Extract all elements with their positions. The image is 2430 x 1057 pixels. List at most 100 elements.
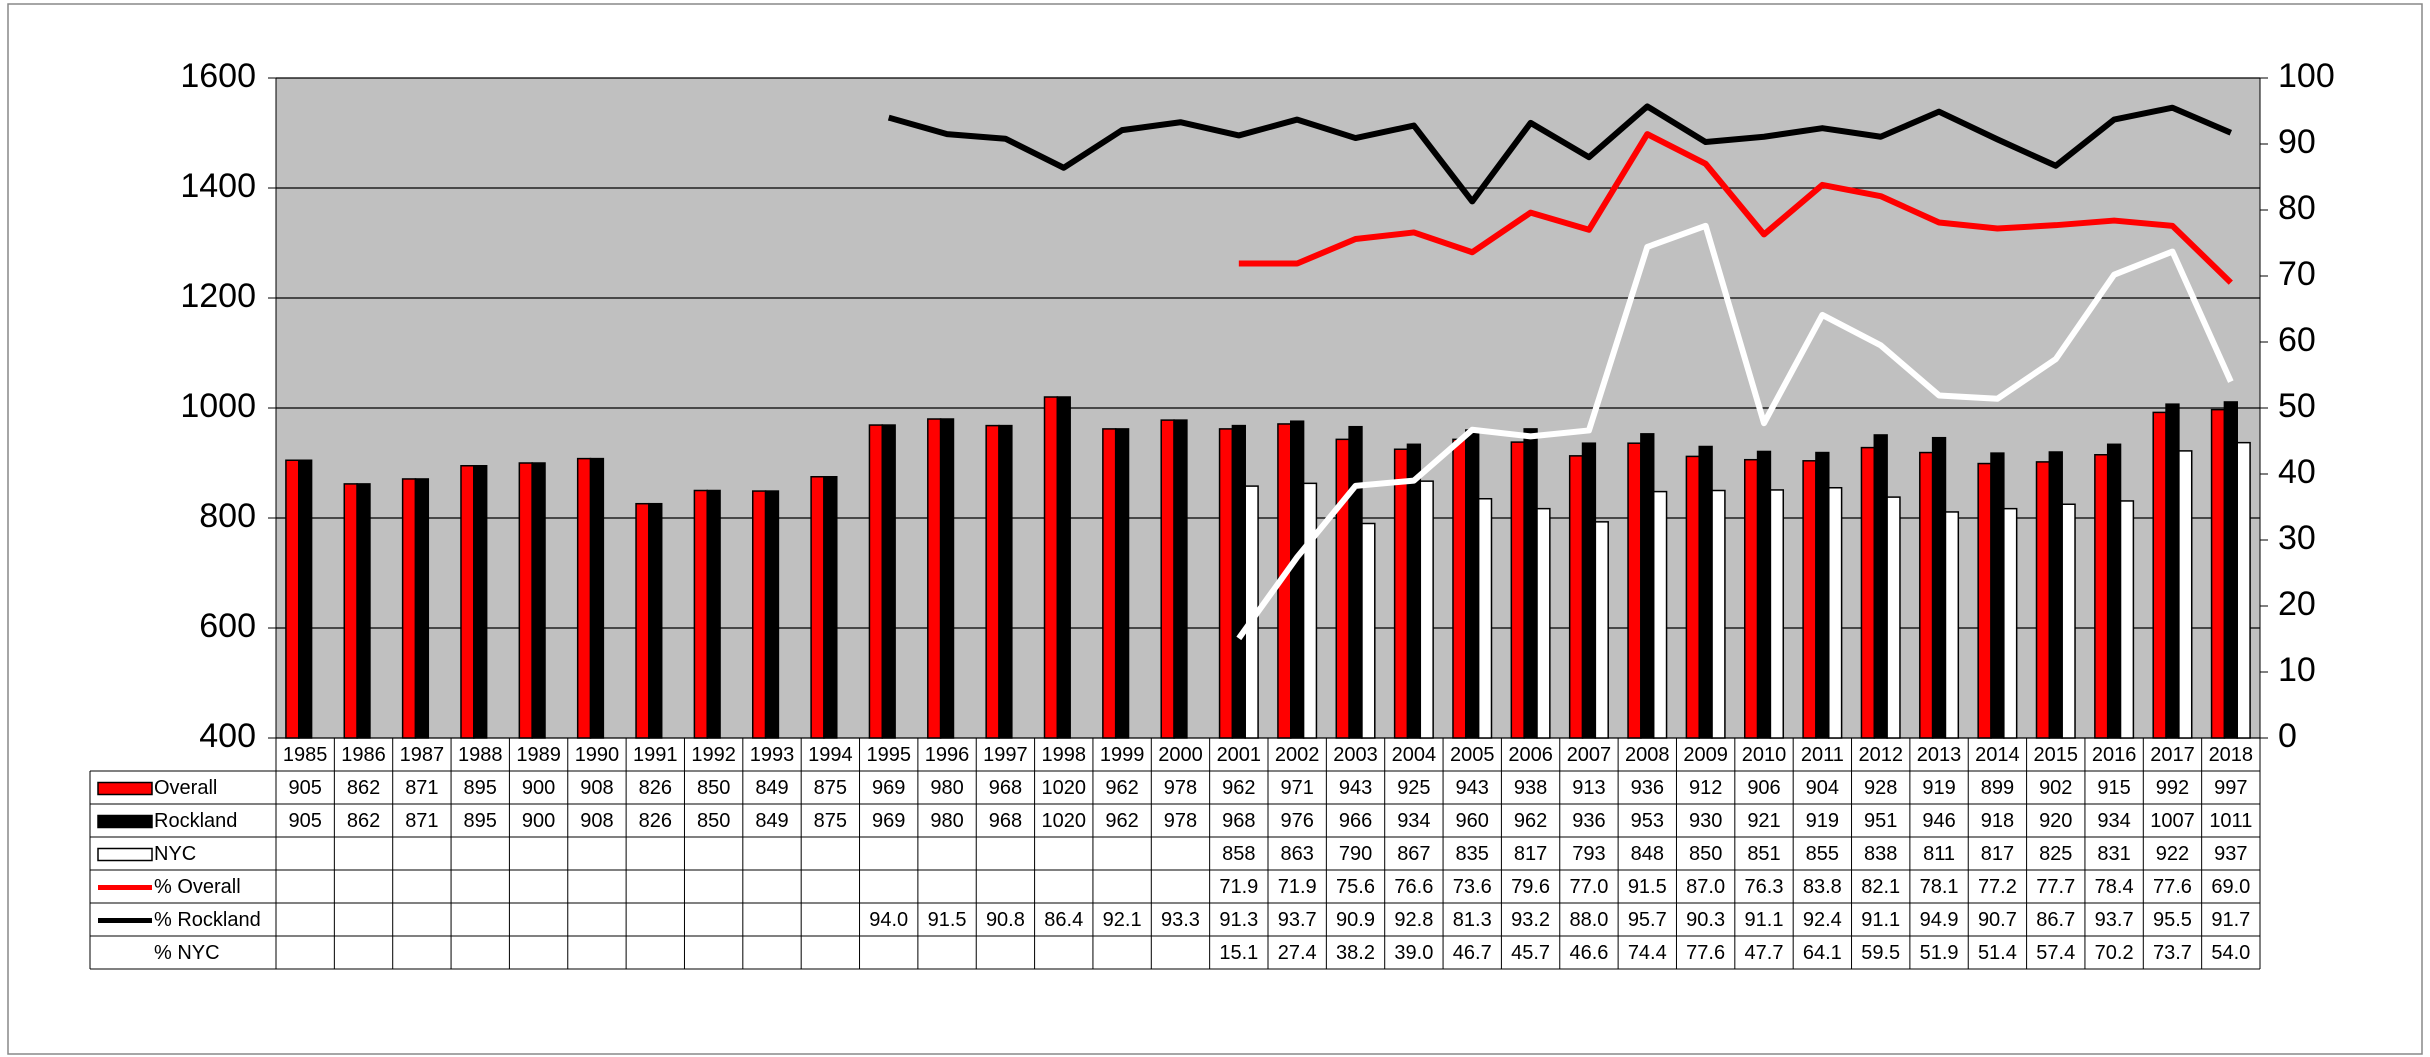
table-value: 962: [1105, 810, 1138, 832]
bar: [576, 457, 592, 739]
table-value: 1011: [2209, 810, 2252, 832]
x-tick-label: 1990: [575, 744, 620, 766]
table-value: 825: [2039, 843, 2072, 865]
table-value: 79.6: [1511, 876, 1550, 898]
table-value: 1020: [1042, 777, 1087, 799]
bar: [693, 489, 708, 739]
table-value: 64.1: [1803, 942, 1842, 964]
table-value: 92.1: [1103, 909, 1142, 931]
table-value: 997: [2214, 777, 2247, 799]
table-value: 968: [989, 777, 1022, 799]
x-tick-label: 2017: [2150, 744, 2195, 766]
table-value: 793: [1572, 843, 1605, 865]
table-value: 875: [814, 777, 847, 799]
x-tick-label: 2012: [1858, 744, 1903, 766]
bar: [589, 457, 605, 739]
table-value: 913: [1572, 777, 1605, 799]
x-tick-label: 1995: [866, 744, 911, 766]
table-value: 953: [1631, 810, 1664, 832]
table-value: 976: [1280, 810, 1313, 832]
bar: [1627, 442, 1642, 739]
y2-tick-label: 40: [2278, 453, 2316, 491]
table-value: 90.9: [1336, 909, 1375, 931]
table-value: 47.7: [1745, 942, 1784, 964]
y-tick-label: 1200: [180, 277, 256, 315]
table-value: 59.5: [1861, 942, 1900, 964]
x-tick-label: 2011: [1801, 744, 1844, 766]
legend-label: % Overall: [154, 876, 241, 898]
x-tick-label: 2018: [2209, 744, 2254, 766]
x-tick-label: 2000: [1158, 744, 1203, 766]
x-tick-label: 2007: [1567, 744, 1612, 766]
table-value: 90.3: [1686, 909, 1725, 931]
bar: [1802, 460, 1817, 739]
table-value: 15.1: [1219, 942, 1258, 964]
table-value: 918: [1981, 810, 2014, 832]
table-value: 76.6: [1394, 876, 1433, 898]
table-value: 75.6: [1336, 876, 1375, 898]
table-value: 968: [989, 810, 1022, 832]
bar: [2119, 500, 2135, 739]
bar: [460, 465, 475, 739]
table-value: 71.9: [1219, 876, 1258, 898]
bar: [764, 490, 780, 739]
bar: [1536, 507, 1551, 739]
table-value: 826: [639, 810, 672, 832]
table-value: 835: [1456, 843, 1489, 865]
table-value: 951: [1864, 810, 1897, 832]
bar: [751, 490, 767, 739]
bar: [1102, 428, 1117, 739]
table-value: 908: [580, 777, 613, 799]
table-value: 51.4: [1978, 942, 2017, 964]
bar: [1860, 446, 1876, 739]
bar: [1231, 424, 1246, 739]
table-value: 88.0: [1569, 909, 1608, 931]
table-value: 850: [697, 810, 730, 832]
x-tick-label: 1998: [1042, 744, 1087, 766]
bar: [1290, 420, 1305, 739]
table-value: 90.7: [1978, 909, 2017, 931]
x-tick-label: 2006: [1508, 744, 1553, 766]
table-value: 93.7: [1278, 909, 1317, 931]
y2-tick-label: 0: [2278, 717, 2297, 755]
bar: [1886, 496, 1901, 739]
table-value: 91.5: [928, 909, 967, 931]
bar: [2223, 401, 2238, 739]
x-tick-label: 1999: [1100, 744, 1145, 766]
table-value: 93.7: [2095, 909, 2134, 931]
legend-swatch: [97, 814, 153, 829]
bar: [1652, 490, 1668, 739]
bar: [927, 418, 942, 739]
x-tick-label: 1996: [925, 744, 970, 766]
x-tick-label: 1988: [458, 744, 503, 766]
bar: [1361, 522, 1376, 739]
table-value: 94.9: [1920, 909, 1959, 931]
table-value: 91.1: [1745, 909, 1784, 931]
table-value: 900: [522, 777, 555, 799]
bar: [810, 476, 825, 739]
y2-tick-label: 50: [2278, 387, 2316, 425]
bar: [1685, 455, 1700, 739]
table-value: 925: [1397, 777, 1430, 799]
table-value: 962: [1514, 810, 1547, 832]
table-value: 831: [2097, 843, 2130, 865]
bar: [1406, 443, 1422, 739]
y-tick-label: 1000: [180, 387, 256, 425]
bar: [1990, 452, 2005, 739]
y-tick-label: 800: [199, 497, 256, 535]
table-value: 826: [639, 777, 672, 799]
table-value: 938: [1514, 777, 1547, 799]
table-value: 902: [2039, 777, 2072, 799]
table-value: 51.9: [1920, 942, 1959, 964]
table-value: 858: [1222, 843, 1255, 865]
x-tick-label: 1992: [691, 744, 736, 766]
table-value: 87.0: [1686, 876, 1725, 898]
bar: [706, 489, 721, 739]
bar: [2106, 443, 2122, 739]
table-value: 969: [872, 777, 905, 799]
table-value: 895: [464, 810, 497, 832]
table-value: 76.3: [1745, 876, 1784, 898]
bar: [1114, 428, 1130, 739]
table-value: 77.2: [1978, 876, 2017, 898]
